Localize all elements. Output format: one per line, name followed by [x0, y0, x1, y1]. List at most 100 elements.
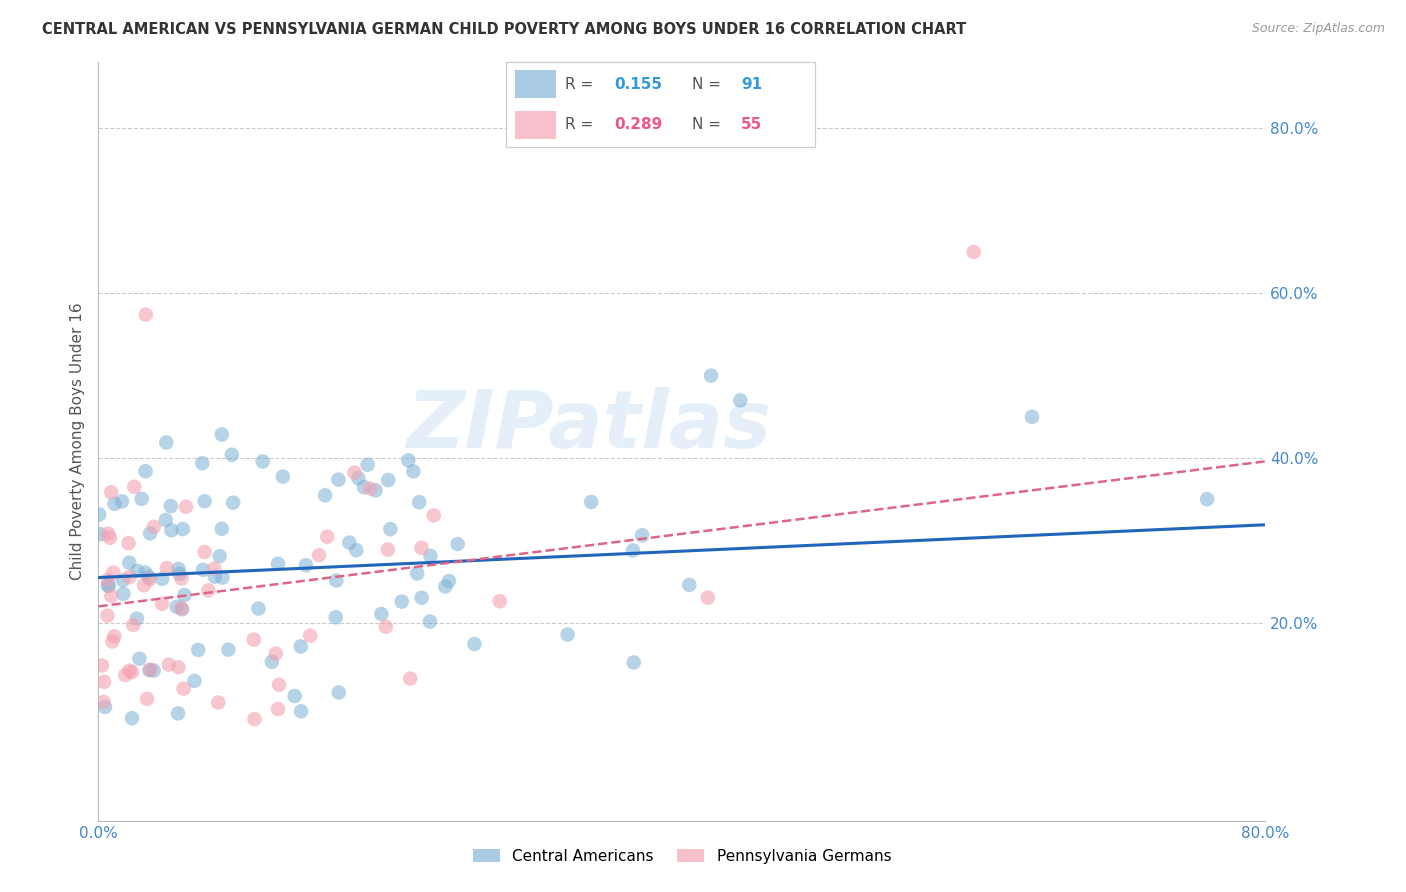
FancyBboxPatch shape — [516, 111, 555, 139]
Point — [150, 597, 173, 611]
Point — [170, 572, 193, 586]
Point — [328, 473, 350, 487]
Point — [142, 520, 165, 534]
Text: N =: N = — [692, 117, 725, 132]
Point — [211, 570, 233, 584]
Point — [173, 681, 195, 696]
Point — [247, 601, 270, 615]
Point — [316, 530, 339, 544]
Point — [217, 642, 239, 657]
Text: 91: 91 — [741, 77, 762, 92]
Point — [380, 522, 402, 536]
Point — [337, 535, 360, 549]
Point — [314, 488, 336, 502]
Point — [155, 513, 177, 527]
Point — [411, 541, 433, 555]
Point — [359, 482, 381, 496]
Point — [172, 522, 194, 536]
Point — [103, 566, 125, 580]
Point — [91, 658, 114, 673]
Point — [308, 548, 330, 562]
Point — [132, 578, 155, 592]
Point — [135, 464, 157, 478]
Text: 55: 55 — [741, 117, 762, 132]
Point — [172, 602, 194, 616]
Point — [447, 537, 470, 551]
Point — [194, 545, 217, 559]
Point — [159, 499, 181, 513]
Point — [295, 558, 318, 573]
Point — [97, 526, 120, 541]
Point — [197, 583, 219, 598]
Point — [125, 612, 148, 626]
Point — [128, 651, 150, 665]
Text: 0.155: 0.155 — [614, 77, 662, 92]
Point — [264, 647, 287, 661]
Point — [187, 643, 209, 657]
Point — [97, 579, 120, 593]
Point — [93, 674, 115, 689]
Point — [437, 574, 460, 588]
Point — [100, 589, 122, 603]
Point — [402, 464, 425, 478]
FancyBboxPatch shape — [516, 70, 555, 98]
Point — [696, 591, 718, 605]
Point — [290, 640, 312, 654]
Point — [139, 663, 162, 677]
Point — [344, 543, 367, 558]
Point — [299, 628, 322, 642]
Point — [103, 629, 125, 643]
Point — [557, 627, 579, 641]
Point — [131, 491, 153, 506]
Point — [111, 574, 134, 588]
Text: R =: R = — [565, 77, 598, 92]
Point — [419, 615, 441, 629]
Text: N =: N = — [692, 77, 725, 92]
Point — [202, 561, 225, 575]
Point — [252, 454, 274, 468]
Point — [127, 564, 149, 578]
Text: 0.289: 0.289 — [614, 117, 662, 132]
Point — [100, 485, 122, 500]
Point — [260, 655, 283, 669]
Point — [173, 588, 195, 602]
Point — [1195, 492, 1218, 507]
Point — [167, 706, 190, 721]
Point — [122, 480, 145, 494]
Point — [118, 556, 141, 570]
Point — [169, 566, 191, 581]
Text: R =: R = — [565, 117, 598, 132]
Point — [93, 695, 115, 709]
Point — [155, 435, 177, 450]
Point — [112, 587, 135, 601]
Text: Source: ZipAtlas.com: Source: ZipAtlas.com — [1251, 22, 1385, 36]
Point — [328, 685, 350, 699]
Text: CENTRAL AMERICAN VS PENNSYLVANIA GERMAN CHILD POVERTY AMONG BOYS UNDER 16 CORREL: CENTRAL AMERICAN VS PENNSYLVANIA GERMAN … — [42, 22, 966, 37]
Point — [377, 542, 399, 557]
Point — [422, 508, 444, 523]
Point — [488, 594, 510, 608]
Point — [211, 427, 233, 442]
Point — [396, 453, 419, 467]
Point — [150, 572, 173, 586]
Point — [121, 711, 143, 725]
Point — [211, 522, 233, 536]
Point — [207, 696, 229, 710]
Point — [678, 578, 700, 592]
Point — [267, 678, 290, 692]
Point — [101, 634, 124, 648]
Point — [406, 566, 429, 581]
Point — [267, 557, 290, 571]
Point — [700, 368, 723, 383]
Point — [623, 656, 645, 670]
Point — [730, 393, 752, 408]
Point — [271, 469, 294, 483]
Point — [121, 665, 143, 679]
Point — [579, 495, 602, 509]
Point — [631, 528, 654, 542]
Point — [290, 704, 312, 718]
Point — [166, 599, 188, 614]
Point — [122, 618, 145, 632]
Point — [160, 523, 183, 537]
Point — [139, 572, 162, 586]
